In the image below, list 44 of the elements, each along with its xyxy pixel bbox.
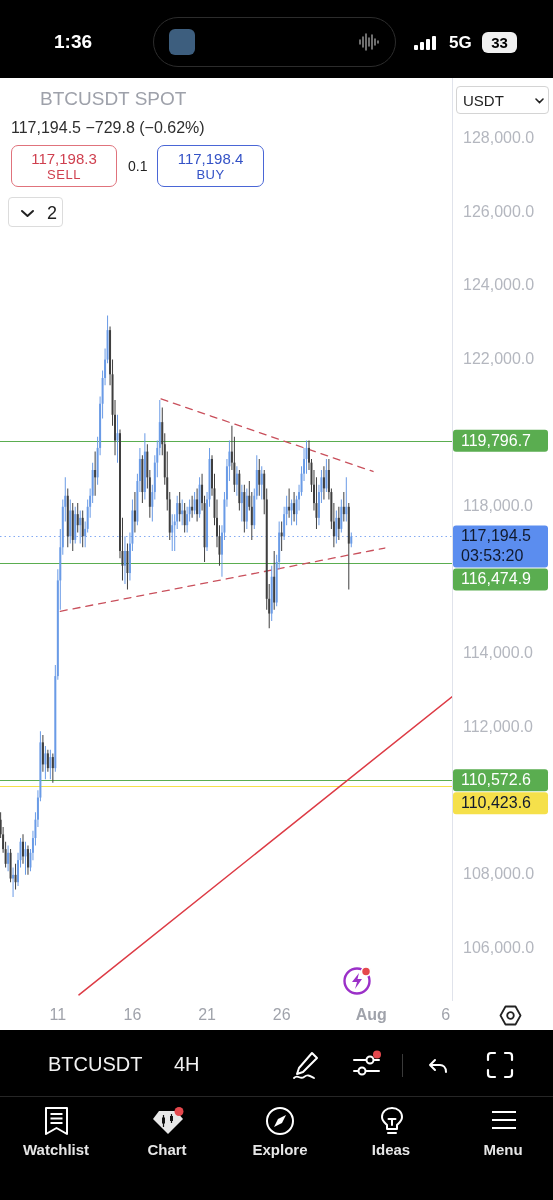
currency-dropdown: USDT [456, 86, 549, 114]
annotation: 0.1 [128, 158, 148, 174]
text: 117,194.5 −729.8 (−0.62%) [11, 118, 205, 137]
buy-button: 117,198.4 BUY [157, 145, 264, 187]
y-tick-label: 124,000.0 [463, 276, 535, 294]
y-tick-label: 114,000.0 [463, 644, 534, 662]
x-tick-label: 11 [49, 1006, 67, 1024]
annotation: BUY [196, 166, 225, 183]
text: 1:36 [54, 31, 93, 53]
battery-icon: 33 [482, 32, 517, 53]
text: 5G [449, 33, 472, 52]
ref-line-label: 116,474.9 [461, 570, 532, 588]
y-tick-label: 106,000.0 [463, 938, 535, 956]
x-tick-label: 26 [272, 1006, 291, 1024]
x-tick-label: 21 [198, 1006, 217, 1024]
annotation: 117,198.4 [177, 149, 244, 167]
x-tick-label: Aug [355, 1006, 387, 1024]
toggle-button: 2 [8, 197, 63, 227]
y-tick-label: 112,000.0 [463, 718, 534, 736]
x-tick-label: 6 [441, 1006, 451, 1024]
ref-line-label: 117,194.5 03:53:20 [461, 527, 532, 565]
x-tick-label: 16 [123, 1006, 142, 1024]
y-tick-label: 126,000.0 [463, 202, 535, 220]
text: Watchlist [22, 1141, 90, 1159]
annotation: 117,198.3 [31, 149, 97, 167]
y-tick-label: 122,000.0 [463, 349, 535, 367]
y-tick-label: 108,000.0 [463, 865, 535, 883]
ref-line-label: 119,796.7 [461, 431, 532, 449]
y-tick-label: 118,000.0 [463, 497, 534, 515]
candlestick [22, 834, 24, 864]
annotation: 2 [47, 203, 58, 223]
ref-line-label: 110,572.6 [461, 771, 532, 789]
text: Chart [147, 1141, 187, 1159]
sell-button: 117,198.3 SELL [11, 145, 117, 187]
y-axis-title: USDT [463, 92, 504, 109]
text: 4H [174, 1053, 200, 1075]
text: Ideas [371, 1141, 411, 1159]
ref-line-label: 110,423.6 [461, 794, 532, 812]
text: BTCUSDT SPOT [40, 88, 187, 110]
y-tick-label: 128,000.0 [463, 129, 535, 147]
text: Explore [252, 1141, 308, 1159]
annotation: SELL [47, 166, 81, 183]
text: BTCUSDT [48, 1053, 143, 1075]
text: Menu [483, 1141, 523, 1159]
